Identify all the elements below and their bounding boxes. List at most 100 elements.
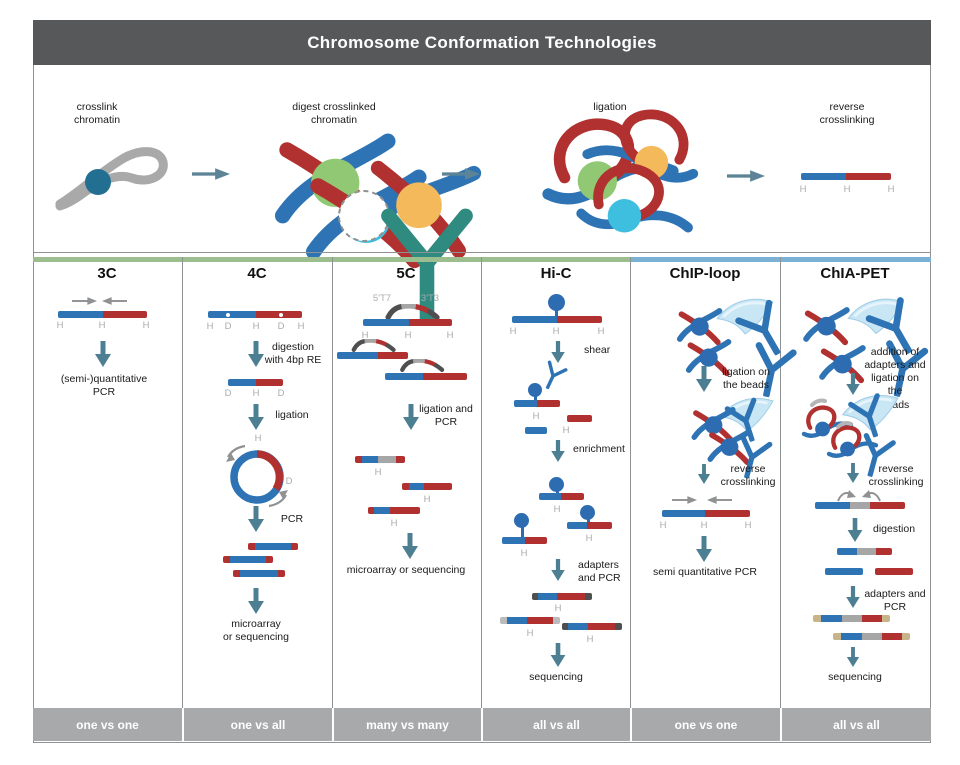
- h-label: H: [887, 184, 895, 195]
- ligated-loops-glyph: [525, 118, 690, 223]
- column-header-5c: 5C: [396, 265, 416, 282]
- down-arrow-icon: [248, 506, 264, 532]
- h-label: H: [744, 520, 752, 531]
- chiapet-reverse-label: reverse crosslinking: [868, 463, 924, 489]
- biotin-stem: [555, 309, 558, 317]
- hic-shear-label: shear: [584, 344, 611, 356]
- restriction-site-dot: [226, 312, 230, 317]
- 4c-pcr-label: PCR: [280, 513, 304, 525]
- down-arrow-icon: [845, 586, 861, 608]
- biotin-stem: [587, 518, 590, 523]
- down-arrow-icon: [847, 518, 863, 542]
- biotin-mark: [580, 505, 595, 520]
- hic-adapter-bar: [500, 617, 560, 624]
- down-arrow-icon: [95, 341, 111, 367]
- footer-chiploop: one vs one: [630, 708, 780, 741]
- chiapet-fragment-bar: [875, 568, 913, 575]
- 4c-pcr-product-bar: [223, 556, 273, 563]
- reverse-crosslink-label: reverse crosslinking: [819, 101, 875, 127]
- biotin-stem: [534, 395, 537, 401]
- h-label: H: [553, 504, 561, 515]
- column-border: [332, 257, 333, 708]
- down-arrow-icon: [402, 533, 418, 559]
- chiapet-on-bead-glyph: [800, 391, 900, 463]
- h-label: H: [142, 320, 150, 331]
- h-label: H: [374, 467, 382, 478]
- column-header-hic: Hi-C: [540, 265, 572, 282]
- d-label: D: [224, 388, 232, 399]
- 4c-template-bar: [208, 311, 302, 318]
- crosslink-chromatin-glyph: [55, 147, 168, 211]
- primer-arrow-left: [707, 496, 732, 504]
- column-header-3c: 3C: [97, 265, 117, 282]
- 4c-circular-dna-glyph: [226, 444, 288, 508]
- chiploop-template-bar: [662, 510, 750, 517]
- primer-arrow-right: [72, 297, 97, 305]
- down-arrow-icon: [696, 464, 712, 484]
- chiapet-pet-bar: [813, 615, 890, 622]
- 4c-pcr-product-bar: [233, 570, 285, 577]
- h-label: H: [526, 628, 534, 639]
- d-label: D: [277, 388, 285, 399]
- 5c-product-bar: [402, 483, 452, 490]
- column-border: [780, 257, 781, 708]
- down-arrow-icon: [248, 588, 264, 614]
- h-label: H: [423, 494, 431, 505]
- down-arrow-icon: [550, 440, 566, 462]
- hic-readout-label: sequencing: [529, 671, 583, 683]
- down-arrow-icon: [403, 404, 419, 430]
- column-border: [630, 257, 631, 708]
- h-label: H: [659, 520, 667, 531]
- footer-hic: all vs all: [481, 708, 630, 741]
- column-header-4c: 4C: [247, 265, 267, 282]
- chiploop-reverse-label: reverse crosslinking: [720, 463, 776, 489]
- down-arrow-icon: [550, 559, 566, 581]
- biotin-mark: [528, 383, 542, 397]
- restriction-site-dot: [279, 312, 283, 317]
- h-label: H: [597, 326, 605, 337]
- 5c-ligation-pcr-label: ligation and PCR: [419, 403, 473, 429]
- chiploop-readout-label: semi quantitative PCR: [653, 566, 757, 578]
- down-arrow-icon: [248, 404, 264, 430]
- h-label: H: [585, 533, 593, 544]
- 5c-adapter-arc: [351, 339, 397, 352]
- primer-arrow-right: [672, 496, 697, 504]
- hic-adapter-bar: [532, 593, 592, 600]
- primer-arrow-left: [102, 297, 127, 305]
- hic-adapters-label: adapters and PCR: [578, 559, 621, 585]
- h-label: H: [532, 411, 540, 422]
- hic-enrichment-label: enrichment: [573, 443, 625, 455]
- t3-label: 3'T3: [420, 293, 440, 304]
- 5c-adapter-arc: [383, 304, 443, 320]
- chiploop-ligation-label: ligation on the beads: [722, 366, 770, 392]
- h-label: H: [297, 321, 305, 332]
- column-header-chiapet: ChIA-PET: [820, 265, 890, 282]
- 3c-readout-label: (semi-)quantitative PCR: [60, 373, 148, 399]
- down-arrow-icon: [550, 643, 566, 667]
- digest-label: digest crosslinked chromatin: [292, 101, 376, 127]
- 5c-template-bar: [363, 319, 452, 326]
- biotin-mark: [548, 294, 565, 311]
- d-label: D: [285, 476, 293, 487]
- chiapet-digested-bar: [837, 548, 892, 555]
- hic-adapter-bar: [562, 623, 622, 630]
- h-label: H: [206, 321, 214, 332]
- hic-fragment-bar: [567, 415, 592, 422]
- h-label: H: [404, 330, 412, 341]
- chiapet-linker-bar: [815, 502, 905, 509]
- hic-enriched-bar: [567, 522, 612, 529]
- h-label: H: [390, 518, 398, 529]
- h-label: H: [586, 634, 594, 645]
- d-label: D: [277, 321, 285, 332]
- flow-arrow-icon: [192, 167, 230, 181]
- h-label: H: [799, 184, 807, 195]
- 5c-product-bar: [368, 507, 420, 514]
- 4c-pcr-product-bar: [248, 543, 298, 550]
- h-label: H: [252, 321, 260, 332]
- 4c-readout-label: microarray or sequencing: [223, 618, 289, 644]
- 5c-adapter-arc: [395, 359, 450, 372]
- comparison-footer: one vs one one vs all many vs many all v…: [33, 708, 931, 741]
- crosslink-label: crosslink chromatin: [73, 101, 121, 127]
- hic-fragment-bar: [514, 400, 560, 407]
